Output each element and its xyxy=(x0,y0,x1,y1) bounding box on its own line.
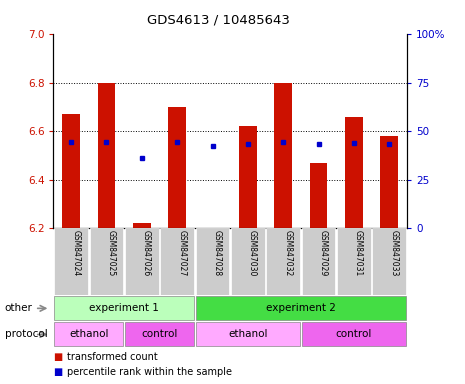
Bar xyxy=(133,223,151,228)
Bar xyxy=(345,117,363,228)
Bar xyxy=(196,228,229,295)
Text: other: other xyxy=(5,303,33,313)
Bar xyxy=(231,228,265,295)
Bar xyxy=(196,296,406,320)
Bar xyxy=(266,228,300,295)
Text: ethanol: ethanol xyxy=(228,329,267,339)
Text: control: control xyxy=(141,329,178,339)
Text: ■: ■ xyxy=(53,367,63,377)
Bar xyxy=(54,296,194,320)
Text: experiment 1: experiment 1 xyxy=(89,303,159,313)
Text: ■: ■ xyxy=(53,352,63,362)
Bar xyxy=(337,228,371,295)
Bar xyxy=(302,228,335,295)
Text: GSM847025: GSM847025 xyxy=(106,230,115,276)
Bar xyxy=(54,228,88,295)
Bar xyxy=(90,228,123,295)
Text: transformed count: transformed count xyxy=(67,352,158,362)
Bar xyxy=(239,126,257,228)
Text: protocol: protocol xyxy=(5,329,47,339)
Text: GSM847027: GSM847027 xyxy=(177,230,186,276)
Text: GSM847031: GSM847031 xyxy=(354,230,363,276)
Bar xyxy=(380,136,398,228)
Text: control: control xyxy=(336,329,372,339)
Text: GSM847028: GSM847028 xyxy=(213,230,221,276)
Text: GSM847029: GSM847029 xyxy=(319,230,327,276)
Text: GDS4613 / 10485643: GDS4613 / 10485643 xyxy=(147,13,290,26)
Text: experiment 2: experiment 2 xyxy=(266,303,336,313)
Bar xyxy=(160,228,194,295)
Text: GSM847032: GSM847032 xyxy=(283,230,292,276)
Bar xyxy=(125,323,194,346)
Bar xyxy=(310,163,327,228)
Text: GSM847026: GSM847026 xyxy=(142,230,151,276)
Bar xyxy=(372,228,406,295)
Text: GSM847024: GSM847024 xyxy=(71,230,80,276)
Bar xyxy=(274,83,292,228)
Bar xyxy=(302,323,406,346)
Text: percentile rank within the sample: percentile rank within the sample xyxy=(67,367,232,377)
Text: GSM847030: GSM847030 xyxy=(248,230,257,276)
Text: GSM847033: GSM847033 xyxy=(389,230,398,276)
Bar xyxy=(62,114,80,228)
Bar xyxy=(98,83,115,228)
Text: ethanol: ethanol xyxy=(69,329,108,339)
Bar xyxy=(168,107,186,228)
Bar xyxy=(196,323,300,346)
Bar xyxy=(125,228,159,295)
Bar xyxy=(54,323,123,346)
